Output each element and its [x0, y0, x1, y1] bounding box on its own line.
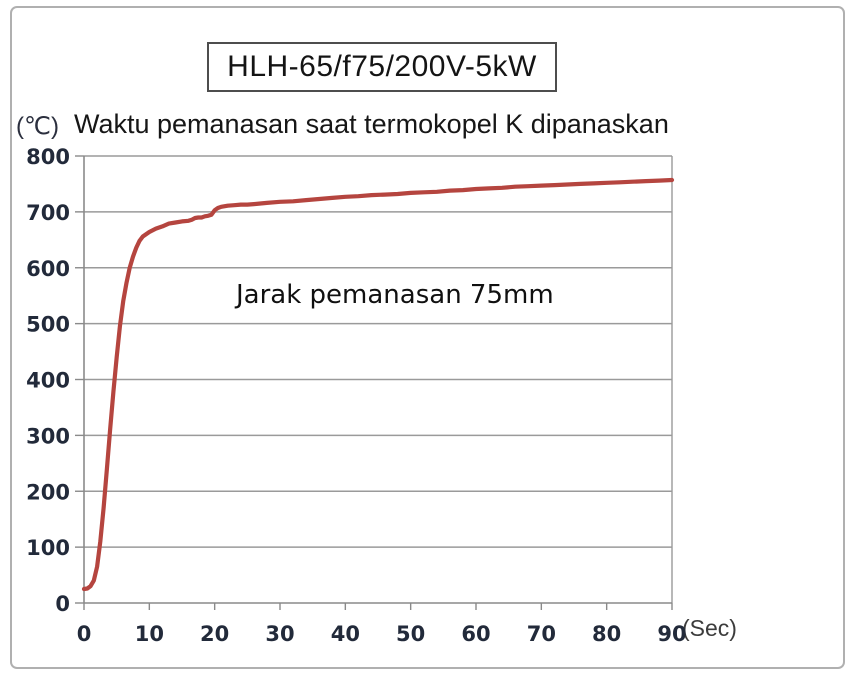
- chart-title: Waktu pemanasan saat termokopel K dipana…: [74, 109, 669, 139]
- x-axis-unit-label: (Sec): [682, 615, 737, 641]
- y-tick-label-600: 600: [26, 257, 70, 281]
- y-tick-label-300: 300: [26, 424, 70, 448]
- model-title-box: HLH-65/f75/200V-5kW: [207, 42, 557, 92]
- temperature-curve-0: [81, 177, 675, 592]
- x-tick-label-50: 50: [396, 622, 425, 646]
- y-tick-label-500: 500: [26, 313, 70, 337]
- x-tick-label-60: 60: [461, 622, 490, 646]
- x-tick-label-80: 80: [592, 622, 621, 646]
- y-tick-label-0: 0: [55, 592, 70, 616]
- y-axis-unit-label: (℃): [16, 113, 59, 140]
- y-tick-label-700: 700: [26, 201, 70, 225]
- y-tick-label-200: 200: [26, 480, 70, 504]
- x-tick-label-40: 40: [331, 622, 360, 646]
- model-title-label: HLH-65/f75/200V-5kW: [227, 50, 537, 83]
- x-tick-label-30: 30: [265, 622, 294, 646]
- y-tick-label-100: 100: [26, 536, 70, 560]
- x-tick-label-0: 0: [77, 622, 92, 646]
- x-tick-label-10: 10: [135, 622, 164, 646]
- y-tick-label-400: 400: [26, 369, 70, 393]
- x-tick-label-70: 70: [527, 622, 556, 646]
- y-tick-label-800: 800: [26, 145, 70, 169]
- annotation-heating-distance: Jarak pemanasan 75mm: [236, 280, 554, 310]
- x-tick-label-90: 90: [657, 622, 686, 646]
- x-tick-label-20: 20: [200, 622, 229, 646]
